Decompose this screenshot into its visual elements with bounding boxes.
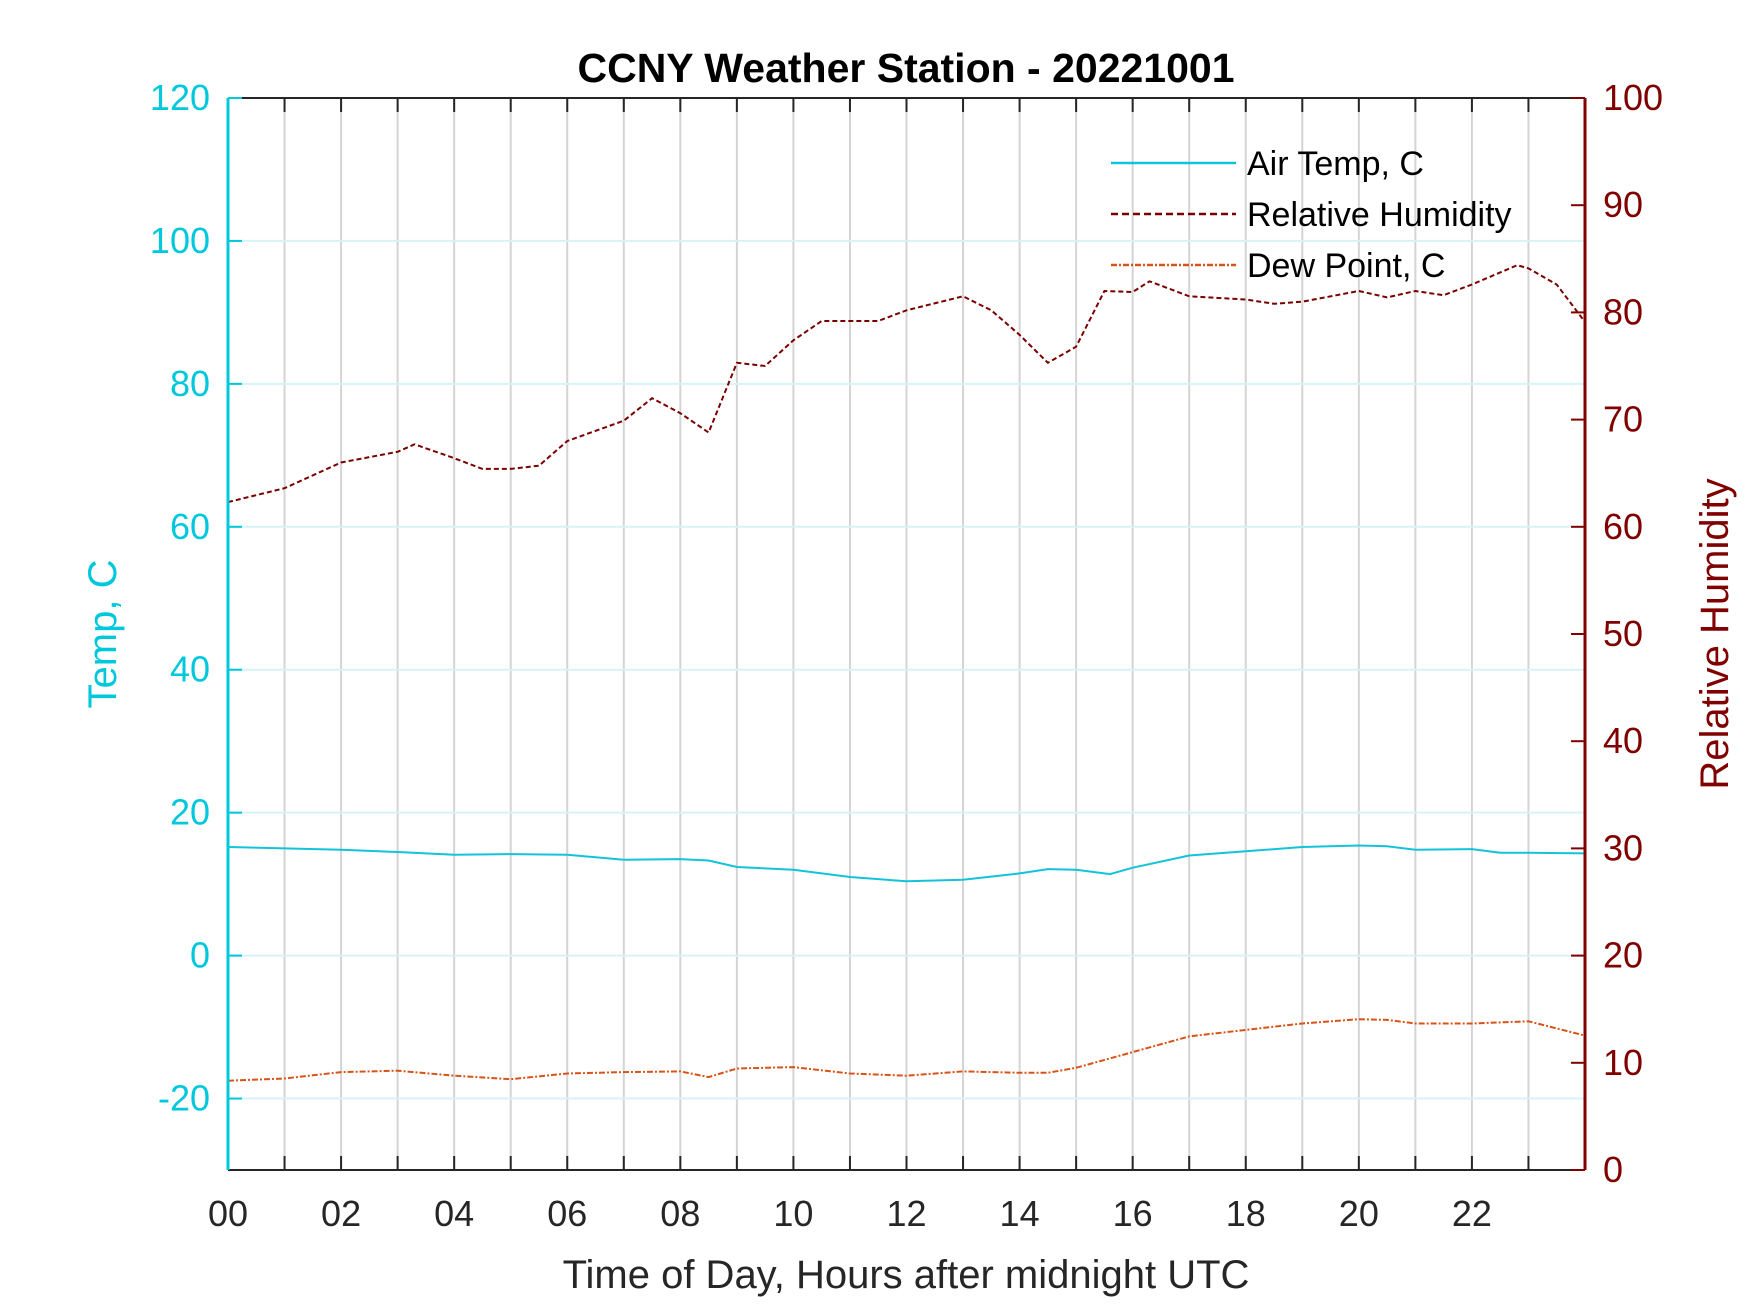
y-right-tick-label: 50	[1603, 613, 1643, 654]
y-axis-left-label: Temp, C	[81, 560, 125, 709]
y-left-tick-label: 20	[170, 792, 210, 833]
x-tick-label: 06	[547, 1193, 587, 1234]
y-right-tick-label: 70	[1603, 399, 1643, 440]
y-left-tick-label: 80	[170, 363, 210, 404]
x-axis-label: Time of Day, Hours after midnight UTC	[563, 1253, 1250, 1297]
legend-label: Dew Point, C	[1247, 247, 1445, 285]
y-right-tick-label: 100	[1603, 77, 1663, 118]
legend: Air Temp, C Relative Humidity Dew Point, C	[1111, 145, 1512, 285]
y-right-tick-label: 80	[1603, 291, 1643, 332]
series-lines	[227, 264, 1586, 1082]
x-tick-label: 00	[208, 1193, 248, 1234]
y-left-tick-label: 120	[150, 77, 210, 118]
y-right-tick-label: 60	[1603, 506, 1643, 547]
legend-label: Relative Humidity	[1247, 196, 1512, 234]
legend-label: Air Temp, C	[1247, 145, 1424, 183]
y-right-tick-label: 10	[1603, 1042, 1643, 1083]
x-tick-label: 04	[434, 1193, 474, 1234]
x-tick-label: 02	[321, 1193, 361, 1234]
y-right-tick-label: 90	[1603, 184, 1643, 225]
y-right-tick-label: 0	[1603, 1149, 1623, 1190]
y-left-tick-label: 0	[190, 935, 210, 976]
x-tick-label: 22	[1452, 1193, 1492, 1234]
y-left-tick-label: 40	[170, 649, 210, 690]
grid	[228, 98, 1585, 1170]
y-right-tick-label: 20	[1603, 935, 1643, 976]
series-line-dew-point-c	[227, 1018, 1586, 1082]
y-left-tick-label: -20	[158, 1078, 210, 1119]
y-right-tick-label: 30	[1603, 827, 1643, 868]
axes: 00 02 04 06 08 10 12 14 16 18 20 22-200204060801001…	[150, 77, 1663, 1234]
x-tick-label: 08	[660, 1193, 700, 1234]
series-line-air-temp-c	[227, 844, 1586, 883]
x-tick-label: 14	[1000, 1193, 1040, 1234]
x-tick-label: 20	[1339, 1193, 1379, 1234]
x-tick-label: 16	[1113, 1193, 1153, 1234]
chart-title: CCNY Weather Station - 20221001	[577, 45, 1234, 91]
y-left-tick-label: 100	[150, 220, 210, 261]
y-axis-right-label: Relative Humidity	[1693, 478, 1737, 789]
x-tick-label: 18	[1226, 1193, 1266, 1234]
x-tick-label: 12	[886, 1193, 926, 1234]
series-line-relative-humidity	[227, 264, 1586, 504]
x-tick-label: 10	[773, 1193, 813, 1234]
y-left-tick-label: 60	[170, 506, 210, 547]
y-right-tick-label: 40	[1603, 720, 1643, 761]
